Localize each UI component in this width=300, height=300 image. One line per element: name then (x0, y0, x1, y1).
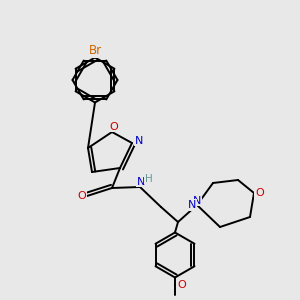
Text: N: N (193, 196, 201, 206)
Text: H: H (145, 174, 153, 184)
Text: O: O (77, 191, 86, 201)
Text: N: N (137, 177, 146, 187)
Text: O: O (177, 280, 186, 290)
Text: N: N (188, 200, 196, 210)
Text: Br: Br (88, 44, 102, 57)
Text: O: O (255, 188, 264, 198)
Text: N: N (134, 136, 143, 146)
Text: O: O (110, 122, 118, 132)
